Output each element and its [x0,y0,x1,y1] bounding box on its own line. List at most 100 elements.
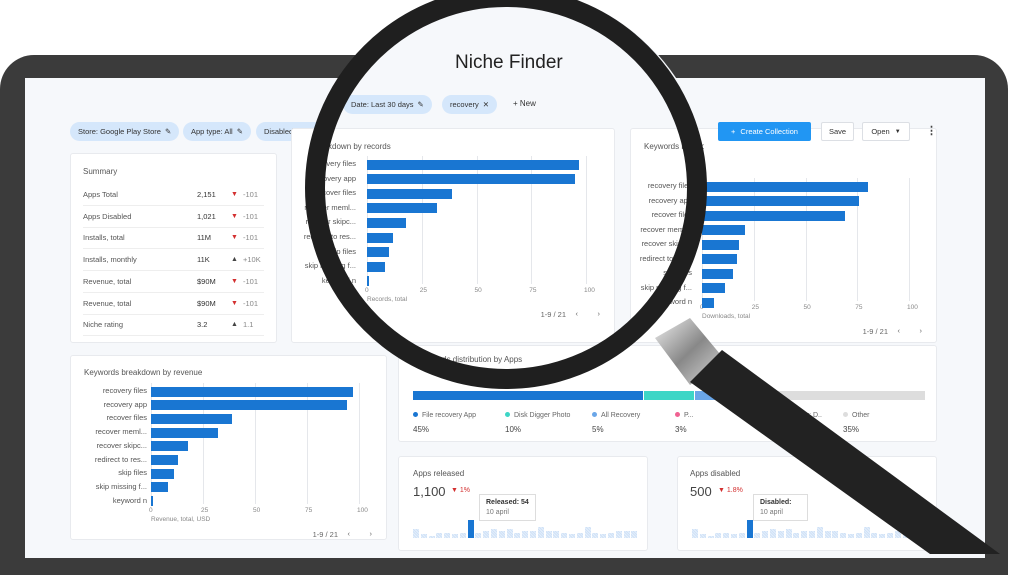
bar [702,196,860,206]
spark-bar [530,530,536,538]
spark-bar [444,532,451,538]
summary-label: Revenue, total [83,276,132,286]
disabled-tooltip: Disabled: 10 april [753,494,808,521]
spark-bar [545,530,552,538]
chevron-left-icon[interactable]: ‹ [347,529,351,538]
filter-keyword-chip[interactable]: recovery ✕ [442,95,498,114]
create-collection-button[interactable]: + Create Collection [718,122,811,141]
bar [367,188,453,199]
filter-store-chip[interactable]: Store: Google Play Store ✎ [70,122,180,141]
spark-bar [576,532,583,538]
gridline [255,383,256,504]
new-filter-button[interactable]: + New [513,99,536,108]
bar [151,468,174,479]
bar [367,174,576,185]
legend-label: File recovery App [422,412,477,419]
legend-dot-icon [413,412,418,417]
spark-bar [498,530,505,538]
category-label: keyword n [112,495,147,505]
filter-date-label: Date: Last 30 days [351,100,414,109]
spark-bar [816,527,823,538]
bar [702,297,715,308]
summary-label: Apps Total [83,190,118,199]
apps-released-card: Apps released 1,100 ▼ 1% Released: 54 10 … [398,456,648,551]
summary-row: Revenue, total $90M ▼ -101 [83,271,264,293]
summary-value: $90M [197,276,216,286]
bar [367,261,385,272]
category-label: skip files [118,468,147,478]
legend-item: P... [675,412,694,419]
bar [702,181,868,192]
chevron-left-icon[interactable]: ‹ [575,309,579,318]
more-options-icon[interactable]: ⋮ [926,125,937,137]
category-label: keyword n [321,275,356,285]
summary-row: Installs, monthly 11K ▲ +10K [83,249,264,272]
chevron-right-icon[interactable]: › [597,309,601,318]
tick-label: 75 [305,507,313,514]
bar [151,413,233,424]
trend-down-icon: ▼ [231,212,238,220]
category-label: recovery app [103,399,147,409]
legend-item: Other [843,412,870,419]
filter-keyword-label: recovery [450,100,479,109]
tick-label: 25 [751,304,759,311]
downloads-chart-card: Keywords breakdown by downloads 02550751… [630,128,937,343]
legend-percent: 45% [413,425,430,434]
spark-bar [436,532,443,538]
spark-bar [832,530,839,538]
summary-delta: -101 [243,211,259,221]
filter-app-type-chip[interactable]: App type: All ✎ [183,122,251,141]
chevron-left-icon[interactable]: ‹ [897,326,901,335]
open-button[interactable]: Open ▼ [862,122,910,141]
spark-bar [413,529,419,538]
tooltip-title: Released: 54 [486,499,529,506]
legend-item: Disk Digger Photo [505,412,570,419]
category-label: recovery files [311,159,356,168]
spark-bar [452,534,458,538]
tick-label: 100 [907,304,918,311]
spark-bar [902,530,909,538]
spark-bar [600,534,607,538]
apps-disabled-card: Apps disabled 500 ▼ 1.8% Disabled: 10 apr… [677,456,937,551]
gridline [753,178,755,301]
close-icon[interactable]: ✕ [482,100,490,109]
released-title: Apps released [413,469,465,478]
spark-bar [738,532,745,538]
legend-label: Other [852,412,870,419]
spark-bar [615,530,622,538]
chevron-right-icon[interactable]: › [919,326,923,335]
distribution-segment [720,391,736,400]
distribution-title: Downloads distribution by Apps [411,355,523,364]
down-arrow-icon: ▼ [718,487,727,494]
spark-bar [553,530,560,538]
open-label: Open [871,127,890,136]
spark-bar [746,520,753,538]
bar [367,276,370,287]
released-delta-value: 1% [459,487,470,494]
legend-label: File recovery: D.. [769,412,822,419]
disabled-delta-value: 1.8% [726,487,743,494]
bar [151,482,168,493]
pencil-icon: ✎ [164,127,172,136]
spark-bar [608,532,614,538]
tick-label: 50 [253,507,261,514]
spark-bar [855,532,862,538]
category-label: recover skipc... [305,217,356,227]
pagination-label: 1-9 / 21 [540,310,566,319]
spark-bar [715,532,722,538]
category-label: recovery app [648,195,692,205]
legend-label: P... [684,412,694,419]
filter-date-chip[interactable]: Date: Last 30 days ✎ [343,95,432,114]
category-label: recover files [651,210,692,219]
tick-label: 0 [149,507,153,514]
distribution-segment [413,391,643,400]
chevron-right-icon[interactable]: › [369,529,373,538]
save-button[interactable]: Save [821,122,854,141]
spark-bar [569,534,575,538]
spark-bar [475,532,482,538]
released-value: 1,100 [413,484,446,499]
spark-bar [754,532,761,538]
summary-title: Summary [83,167,118,176]
distribution-segment [736,391,746,400]
legend-percent: 35% [843,425,860,434]
